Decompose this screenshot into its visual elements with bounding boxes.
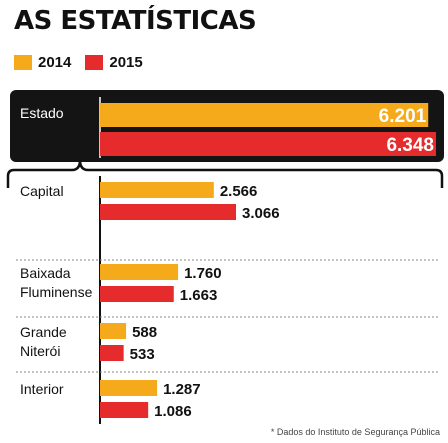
bar-capital-2014 bbox=[100, 182, 214, 198]
legend-label-2014: 2014 bbox=[38, 53, 72, 71]
value-label-grande-niterói-2015: 533 bbox=[130, 346, 155, 363]
category-label-line: Capital bbox=[20, 183, 64, 199]
value-label-estado-2015: 6.348 bbox=[386, 135, 434, 156]
legend-swatch-2015 bbox=[85, 54, 104, 70]
category-label-grande-niteroi: Grande Niterói bbox=[20, 323, 67, 361]
bar-estado-2014 bbox=[100, 103, 429, 127]
category-label-line: Interior bbox=[20, 381, 64, 397]
bar-estado-2015 bbox=[100, 132, 436, 156]
category-label-line: Niterói bbox=[20, 343, 61, 359]
category-label-interior: Interior bbox=[20, 380, 64, 399]
legend-swatch-2014 bbox=[14, 54, 32, 70]
chart-title: AS ESTATÍSTICAS bbox=[14, 6, 257, 36]
category-label-capital: Capital bbox=[20, 182, 64, 201]
category-label-baixada: Baixada Fluminense bbox=[20, 264, 92, 302]
bar-grande-niterói-2014 bbox=[100, 323, 127, 339]
category-label-line: Baixada bbox=[20, 265, 71, 281]
category-label-estado: Estado bbox=[20, 104, 64, 123]
bar-capital-2015 bbox=[100, 204, 236, 220]
bar-grande-niterói-2015 bbox=[100, 345, 124, 361]
footnote: * Dados do Instituto de Segurança Públic… bbox=[270, 427, 440, 437]
category-label-line: Fluminense bbox=[20, 284, 93, 300]
bracket-brace bbox=[6, 158, 444, 188]
value-label-interior-2015: 1.086 bbox=[154, 403, 192, 420]
legend-item-2015: 2015 bbox=[85, 53, 143, 71]
bar-baixada-fluminense-2015 bbox=[100, 286, 174, 302]
bar-interior-2015 bbox=[100, 402, 149, 418]
value-label-capital-2015: 3.066 bbox=[242, 205, 280, 222]
legend: 2014 2015 bbox=[14, 52, 157, 72]
value-label-interior-2014: 1.287 bbox=[163, 381, 201, 398]
legend-item-2014: 2014 bbox=[14, 54, 71, 71]
bar-interior-2014 bbox=[100, 380, 158, 396]
value-label-baixada-fluminense-2014: 1.760 bbox=[184, 265, 222, 282]
value-label-estado-2014: 6.201 bbox=[379, 106, 427, 127]
category-label-line: Estado bbox=[20, 105, 64, 121]
category-label-line: Grande bbox=[20, 324, 67, 340]
value-label-grande-niterói-2014: 588 bbox=[132, 324, 157, 341]
value-label-capital-2014: 2.566 bbox=[220, 183, 258, 200]
value-label-baixada-fluminense-2015: 1.663 bbox=[180, 287, 218, 304]
legend-label-2015: 2015 bbox=[109, 53, 143, 71]
bar-baixada-fluminense-2014 bbox=[100, 264, 179, 280]
